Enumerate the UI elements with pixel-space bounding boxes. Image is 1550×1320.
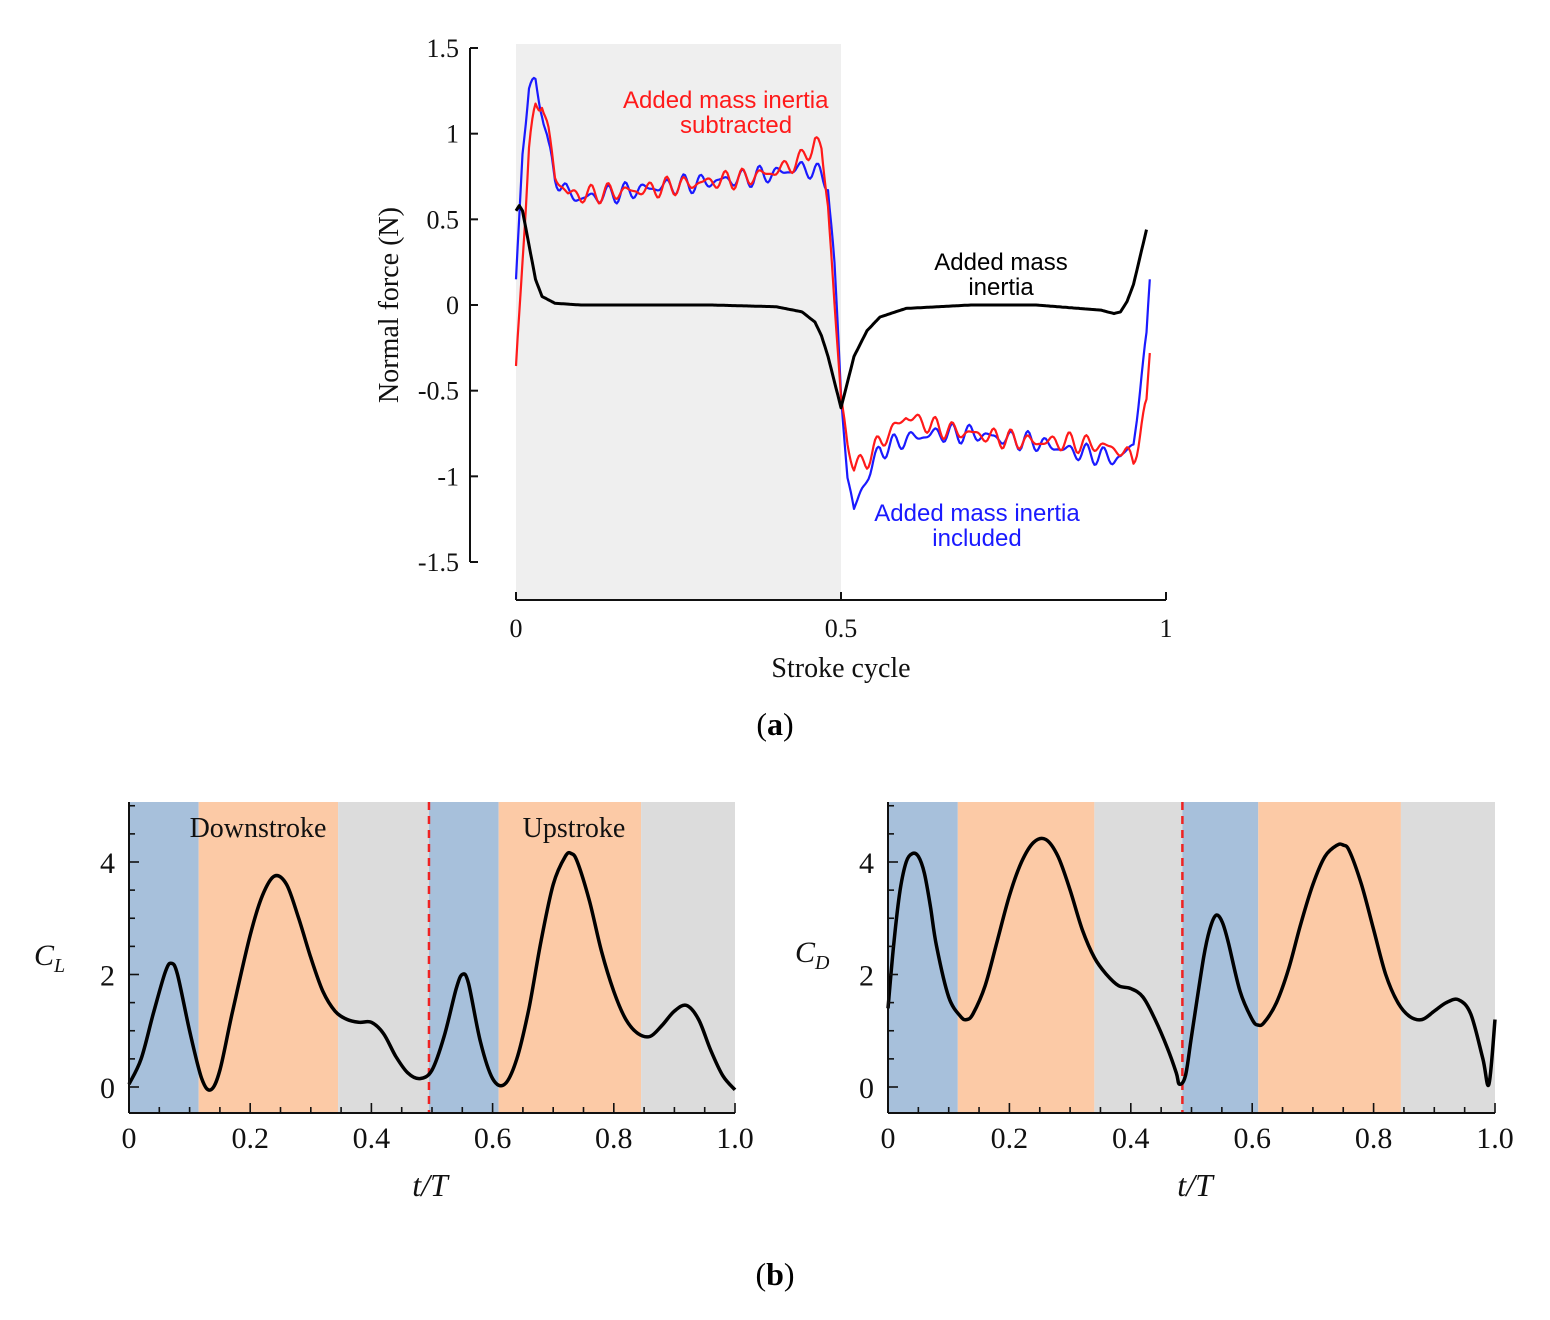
svg-text:(b): (b): [755, 1256, 794, 1292]
annotation-inertia-line1: Added mass: [934, 249, 1067, 276]
phase-band: [338, 802, 429, 1113]
panel-b-left-xlabel: t/T: [412, 1167, 450, 1203]
panel-b-right-chart: 0 2 4 0 0.2 0.4 0.6 0.8 1.0 CD t/T: [795, 802, 1514, 1203]
annotation-inertia-line2: inertia: [968, 274, 1034, 301]
ytick-label: 2: [100, 960, 115, 993]
xtick-label: 0.8: [1355, 1122, 1393, 1155]
phase-band: [1182, 802, 1259, 1113]
panel-a-xtick-label: 0: [510, 614, 523, 643]
phase-band: [641, 802, 735, 1113]
caption-a: (a): [756, 706, 793, 742]
panel-a-ytick-label: -1: [437, 462, 459, 491]
phase-band: [1400, 802, 1495, 1113]
upstroke-label: Upstroke: [523, 813, 626, 844]
annotation-included-line1: Added mass inertia: [874, 500, 1080, 527]
xtick-label: 0.2: [231, 1122, 269, 1155]
series-line-added-mass-inertia-subtracted: [514, 102, 1151, 472]
xtick-label: 0.6: [1233, 1122, 1271, 1155]
panel-a-ytick-label: 1: [446, 120, 459, 149]
ytick-label: 0: [859, 1072, 874, 1105]
panel-b-left-ylabel: CL: [34, 939, 65, 977]
panel-a-ytick-label: 0.5: [427, 205, 460, 234]
xtick-label: 0.2: [991, 1122, 1029, 1155]
series-line-added-mass-inertia: [514, 204, 1148, 410]
panel-b-right-ylabel: CD: [795, 936, 830, 974]
ytick-label: 4: [100, 847, 115, 880]
panel-a-xtick-label: 1: [1160, 614, 1173, 643]
caption-a-letter: a: [767, 706, 783, 742]
panel-a-ytick-label: 0: [446, 291, 459, 320]
panel-a-xlabel: Stroke cycle: [771, 653, 910, 684]
xtick-label: 1.0: [1476, 1122, 1514, 1155]
phase-band: [957, 802, 1095, 1113]
xtick-label: 0.6: [474, 1122, 512, 1155]
phase-band: [1094, 802, 1183, 1113]
ytick-label: 0: [100, 1072, 115, 1105]
xtick-label: 0.4: [353, 1122, 391, 1155]
ytick-label: 2: [859, 960, 874, 993]
series-line-c-l: [127, 850, 737, 1092]
panel-a-ytick-label: -1.5: [418, 548, 459, 577]
panel-b-right-xlabel: t/T: [1177, 1167, 1215, 1203]
xtick-label: 0: [122, 1122, 137, 1155]
caption-b: (b): [755, 1256, 794, 1292]
panel-a-xtick-label: 0.5: [825, 614, 858, 643]
phase-band: [498, 802, 642, 1113]
annotation-included-line2: included: [932, 525, 1021, 552]
caption-b-letter: b: [766, 1256, 784, 1292]
panel-a-ytick-label: 1.5: [427, 34, 460, 63]
xtick-label: 0.4: [1112, 1122, 1150, 1155]
phase-band: [1258, 802, 1401, 1113]
ytick-label: 4: [859, 847, 874, 880]
xtick-label: 0: [881, 1122, 896, 1155]
xtick-label: 0.8: [595, 1122, 633, 1155]
panel-a-ylabel: Normal force (N): [374, 207, 405, 403]
xtick-label: 1.0: [716, 1122, 754, 1155]
panel-a-chart: 1.5 1 0.5 0 -0.5 -1 -1.5 0 0.5 1 Normal force (N)…: [374, 34, 1173, 684]
annotation-subtracted-line1: Added mass inertia: [623, 87, 829, 114]
downstroke-label: Downstroke: [190, 813, 327, 844]
downstroke-shaded-region: [516, 44, 841, 600]
svg-text:(a): (a): [756, 706, 793, 742]
phase-band: [888, 802, 958, 1113]
annotation-subtracted-line2: subtracted: [680, 112, 792, 139]
panel-a-ytick-label: -0.5: [418, 377, 459, 406]
series-line-c-d: [886, 836, 1497, 1088]
